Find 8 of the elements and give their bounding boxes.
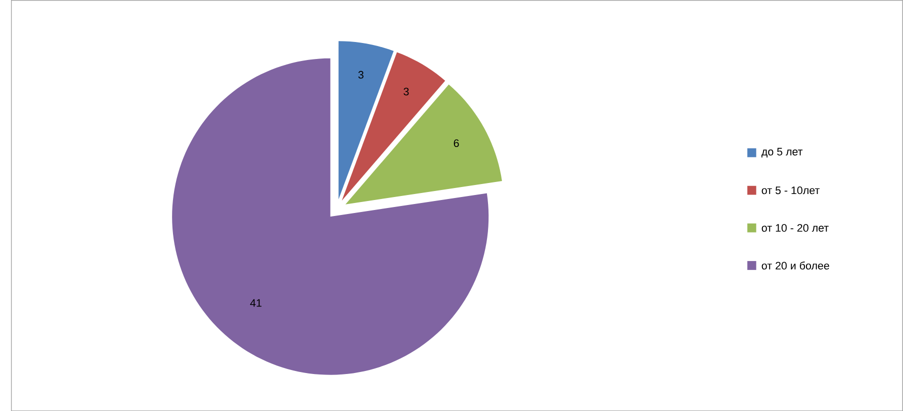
data-label: 6: [454, 139, 459, 147]
data-label: 3: [358, 70, 364, 78]
legend-label: от 10 - 20 лет: [762, 224, 829, 232]
data-label: 41: [250, 299, 262, 307]
legend-label: до 5 лет: [761, 148, 803, 158]
legend-label: от 20 и более: [762, 261, 830, 270]
legend-label: от 5 - 10лет: [762, 186, 820, 194]
data-label: 3: [404, 88, 409, 96]
